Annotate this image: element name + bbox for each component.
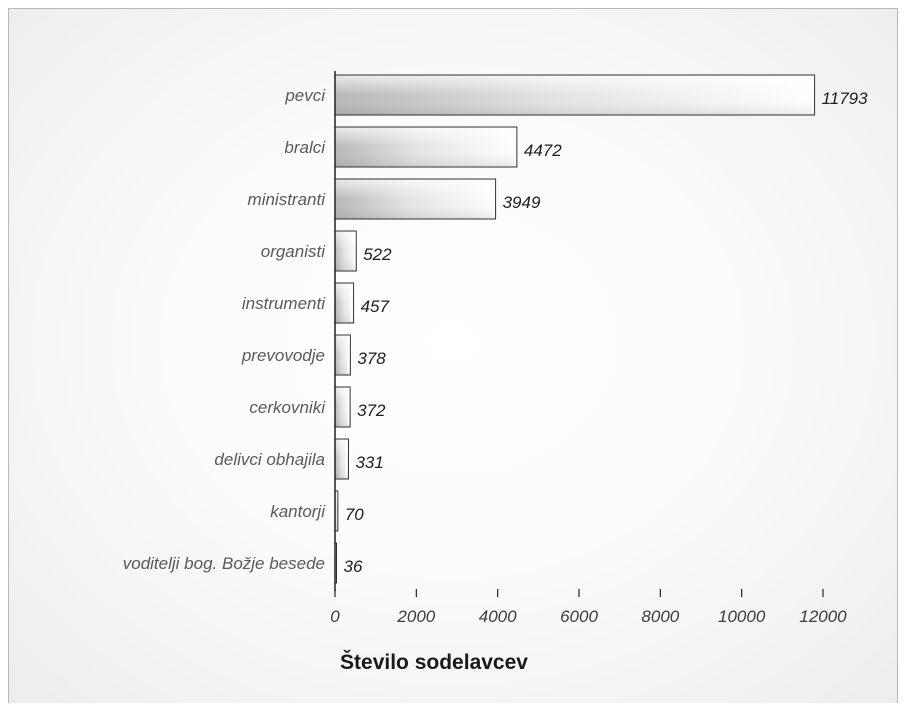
x-tick-label: 4000 <box>479 607 517 626</box>
x-tick-label: 10000 <box>718 607 766 626</box>
bar <box>334 126 518 168</box>
x-tick-label: 2000 <box>396 607 435 626</box>
value-label: 378 <box>357 349 386 368</box>
category-label: pevci <box>284 86 326 105</box>
category-label: voditelji bog. Božje besede <box>123 554 325 573</box>
chart-frame: pevci bralci ministranti organisti instrumen… <box>8 8 898 703</box>
x-tick-label: 12000 <box>799 607 847 626</box>
category-label: ministranti <box>248 190 327 209</box>
bar <box>334 334 351 376</box>
value-label: 3949 <box>503 193 541 212</box>
category-label: cerkovniki <box>249 398 326 417</box>
value-label: 372 <box>357 401 386 420</box>
x-tick-label: 0 <box>330 607 340 626</box>
value-label: 4472 <box>524 141 562 160</box>
value-label: 70 <box>345 505 364 524</box>
category-label: kantorji <box>270 502 326 521</box>
x-axis-title: Število sodelavcev <box>340 650 528 674</box>
bar <box>334 282 355 324</box>
bar <box>334 438 349 480</box>
category-label: organisti <box>261 242 326 261</box>
bar <box>334 386 351 428</box>
bar <box>334 178 497 220</box>
x-tick-label: 8000 <box>641 607 679 626</box>
value-label: 331 <box>355 453 383 472</box>
category-label: bralci <box>284 138 326 157</box>
category-label: delivci obhajila <box>214 450 325 469</box>
value-label: 457 <box>361 297 390 316</box>
value-label: 522 <box>363 245 392 264</box>
bar-chart: pevci bralci ministranti organisti instrumen… <box>123 71 869 674</box>
category-label: instrumenti <box>242 294 326 313</box>
bar <box>334 74 816 116</box>
x-tick-label: 6000 <box>560 607 598 626</box>
value-label: 11793 <box>822 89 869 108</box>
category-label: prevovodje <box>241 346 325 365</box>
value-label: 36 <box>344 557 363 576</box>
bar <box>334 230 357 272</box>
